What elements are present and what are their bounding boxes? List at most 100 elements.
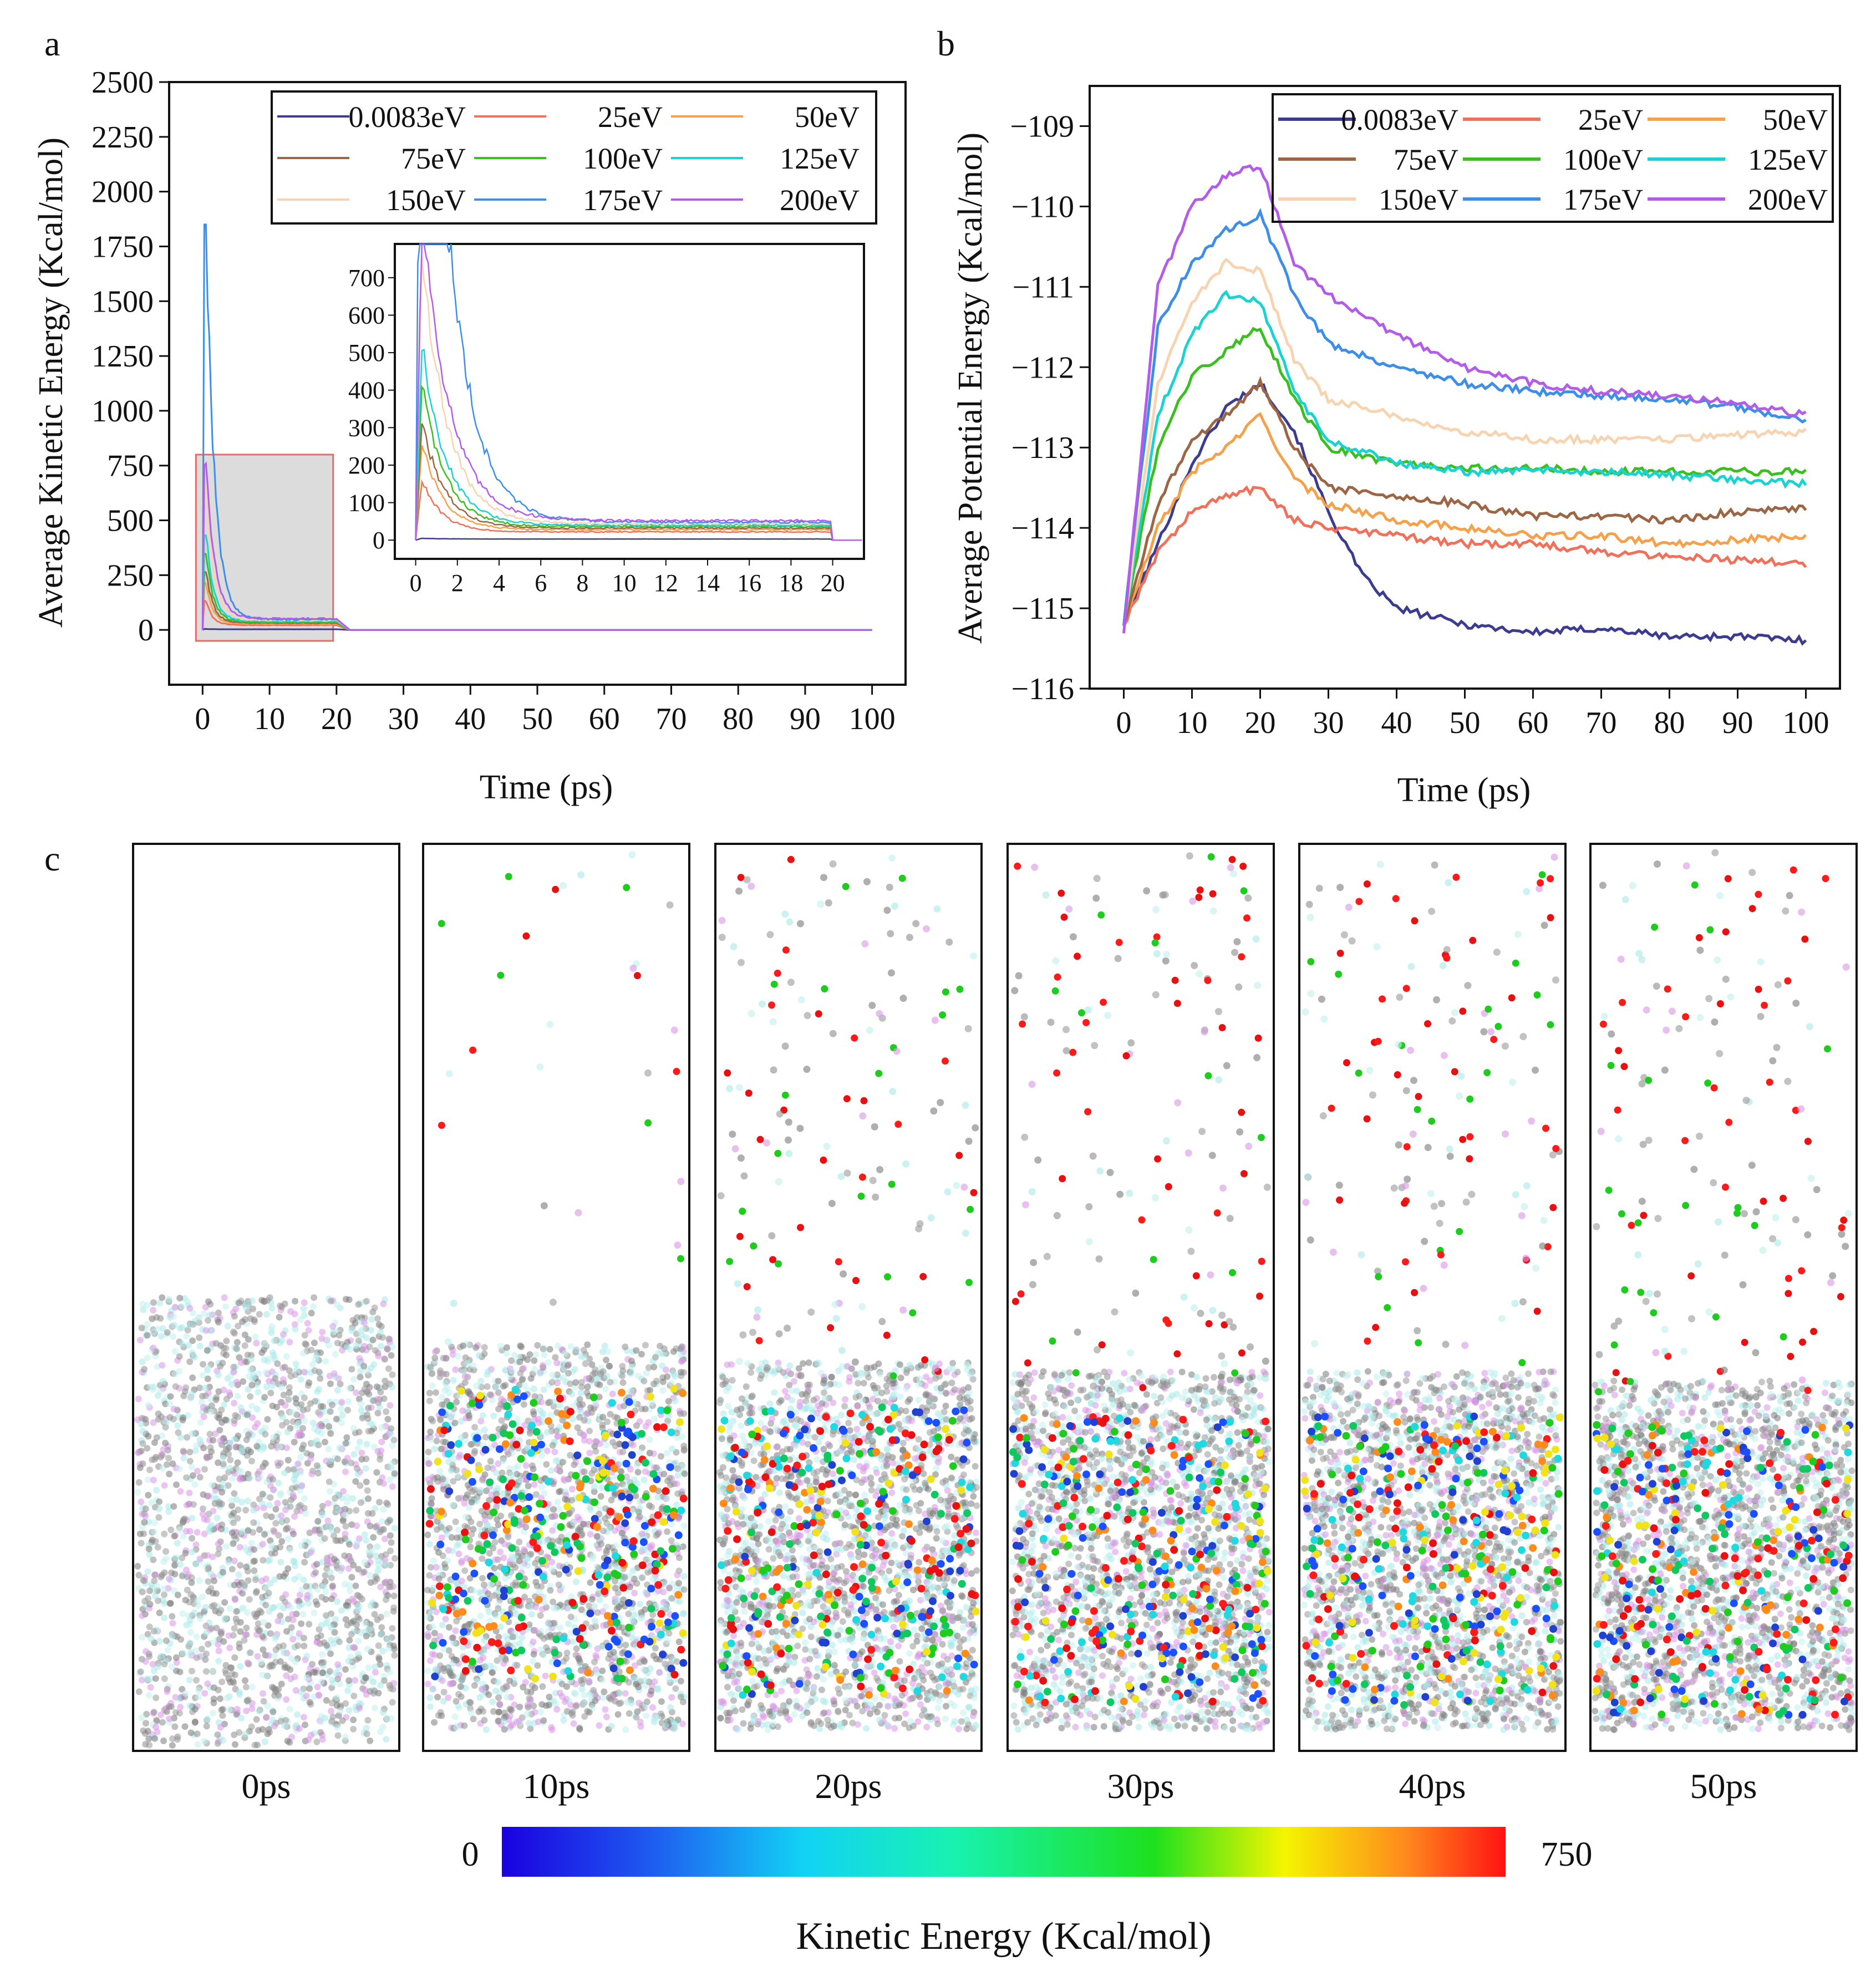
atom [150,1628,157,1635]
atom [531,1393,538,1400]
atom [451,1419,459,1427]
atom [450,1478,457,1485]
atom [346,1637,353,1644]
chart-b-y-tick-label: −113 [1011,431,1074,465]
atom [539,1683,546,1690]
atom [234,1705,241,1713]
atom [614,1711,622,1718]
atom [632,1680,639,1688]
atom [589,1552,597,1560]
atom [429,1685,436,1693]
atom-hot [461,1655,470,1663]
atom [629,1442,637,1449]
atom [150,1709,157,1716]
atom [367,1572,373,1578]
atom [366,1343,373,1351]
atom [344,1687,352,1694]
atom [672,1397,679,1404]
atom [492,1556,499,1563]
atom-hot [485,1623,494,1631]
atom [205,1564,212,1571]
atom [320,1659,327,1666]
atom [649,1704,656,1711]
atom [388,1460,395,1468]
atom [226,1465,233,1472]
atom [327,1297,334,1305]
atom [677,1678,684,1685]
atom [154,1544,161,1551]
atom [604,1544,612,1551]
chart-a-legend-label: 200eV [780,184,860,217]
atom [490,1412,497,1419]
atom-hot [618,1492,626,1500]
atom [365,1404,372,1412]
atom [254,1741,261,1749]
atom [354,1614,362,1621]
atom [668,1520,675,1527]
atom [199,1593,206,1600]
atom [212,1607,219,1615]
atom [578,1530,586,1537]
atom [577,1389,584,1397]
atom [299,1349,307,1357]
chart-b-legend-label: 100eV [1563,143,1643,176]
atom [264,1730,271,1738]
chart-b-legend-frame [1272,93,1834,223]
atom [380,1506,387,1513]
atom [548,1565,556,1572]
atom-hot [490,1508,498,1516]
atom [313,1601,321,1608]
atom [571,1461,578,1468]
atom [568,1391,576,1397]
chart-a-inset-series-line [415,479,862,541]
atom [563,1708,571,1715]
atom-hot [539,1572,547,1581]
atom [172,1303,179,1311]
atom [353,1656,360,1663]
atom [243,1609,251,1616]
atom [578,1383,586,1391]
atom [206,1312,213,1318]
atom [363,1730,370,1738]
chart-a-x-tick-label: 40 [455,702,486,736]
atom [537,1708,545,1715]
atom [251,1567,258,1574]
atom [342,1700,349,1707]
atom [677,1351,684,1358]
atom [246,1549,253,1556]
atom [138,1540,145,1547]
atom [160,1446,167,1453]
atom-hot [609,1484,617,1492]
atom-hot [504,1410,512,1419]
atom [429,1623,436,1630]
atom-hot [619,1583,628,1592]
atom [134,1563,141,1570]
atom-hot [536,1513,545,1521]
atom [166,1414,174,1421]
atom [780,1572,787,1580]
atom [298,1620,305,1627]
atom [546,1346,553,1353]
atom [390,1592,398,1600]
atom-hot [514,1597,522,1605]
atom [284,1428,291,1435]
atom-hot [624,1510,632,1519]
atom-hot [573,1539,582,1547]
atom [296,1725,303,1732]
chart-a-ticks: 0 10 20 30 40 50 60 70 80 90 100025050075010001250… [91,65,896,736]
atom [323,1697,330,1704]
atom [292,1297,299,1305]
atom [434,1694,441,1700]
atom-hot [553,1659,561,1667]
atom [141,1597,149,1605]
atom [194,1468,201,1475]
atom [237,1562,244,1569]
atom [528,1611,535,1618]
atom [338,1607,345,1614]
atom [165,1454,172,1461]
atom [171,1371,179,1378]
atom [333,1301,340,1308]
atom-hot [435,1582,444,1590]
atom [300,1634,307,1642]
